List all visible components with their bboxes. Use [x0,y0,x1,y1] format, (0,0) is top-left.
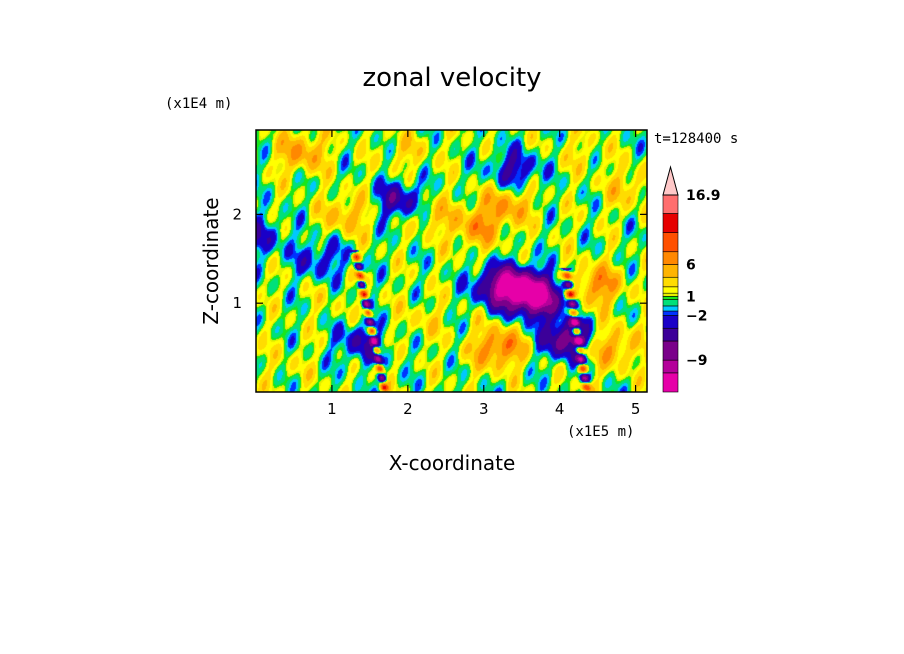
colorbar-swatch [662,296,679,300]
x-tick-label: 3 [479,400,489,418]
colorbar-label: 6 [686,257,696,273]
x-tick-label: 5 [631,400,641,418]
colorbar-swatch [662,292,679,297]
colorbar-swatch [662,276,679,288]
colorbar-swatch [662,305,679,312]
colorbar-max-arrow [662,165,679,196]
field-raster [256,130,647,392]
x-unit-label: (x1E5 m) [567,424,634,440]
colorbar-swatch [662,372,679,393]
colorbar-swatch [662,315,679,329]
colorbar-label: −9 [686,353,707,369]
colorbar-swatch [662,340,679,361]
colorbar-swatch [662,327,679,342]
y-tick-label: 1 [232,294,242,312]
y-unit-label: (x1E4 m) [165,96,232,112]
x-tick-label: 4 [555,400,565,418]
x-axis-ticks: 1 2 3 4 5 [327,130,640,418]
y-axis-title: Z-coordinate [199,197,223,324]
x-tick-label: 1 [327,400,337,418]
y-tick-label: 2 [232,205,242,223]
colorbar-swatch [662,251,679,265]
chart-title: zonal velocity [362,63,541,93]
time-label: t=128400 s [654,131,738,147]
x-tick-label: 2 [403,400,413,418]
colorbar-swatch [662,194,679,214]
colorbar-swatch [662,264,679,278]
plot-frame [255,129,648,393]
colorbar-swatch [662,310,679,316]
colorbar-swatch [662,359,679,374]
colorbar: 16.9 6 1 −2 −9 [662,165,721,393]
colorbar-label: 16.9 [686,188,721,204]
colorbar-swatch [662,232,679,253]
colorbar-swatch [662,213,679,233]
x-axis-title: X-coordinate [389,451,516,475]
colorbar-swatch [662,299,679,307]
y-axis-ticks: 12 [232,205,647,312]
colorbar-label: 1 [686,289,696,305]
colorbar-label: −2 [686,308,707,324]
colorbar-swatch [662,286,679,294]
